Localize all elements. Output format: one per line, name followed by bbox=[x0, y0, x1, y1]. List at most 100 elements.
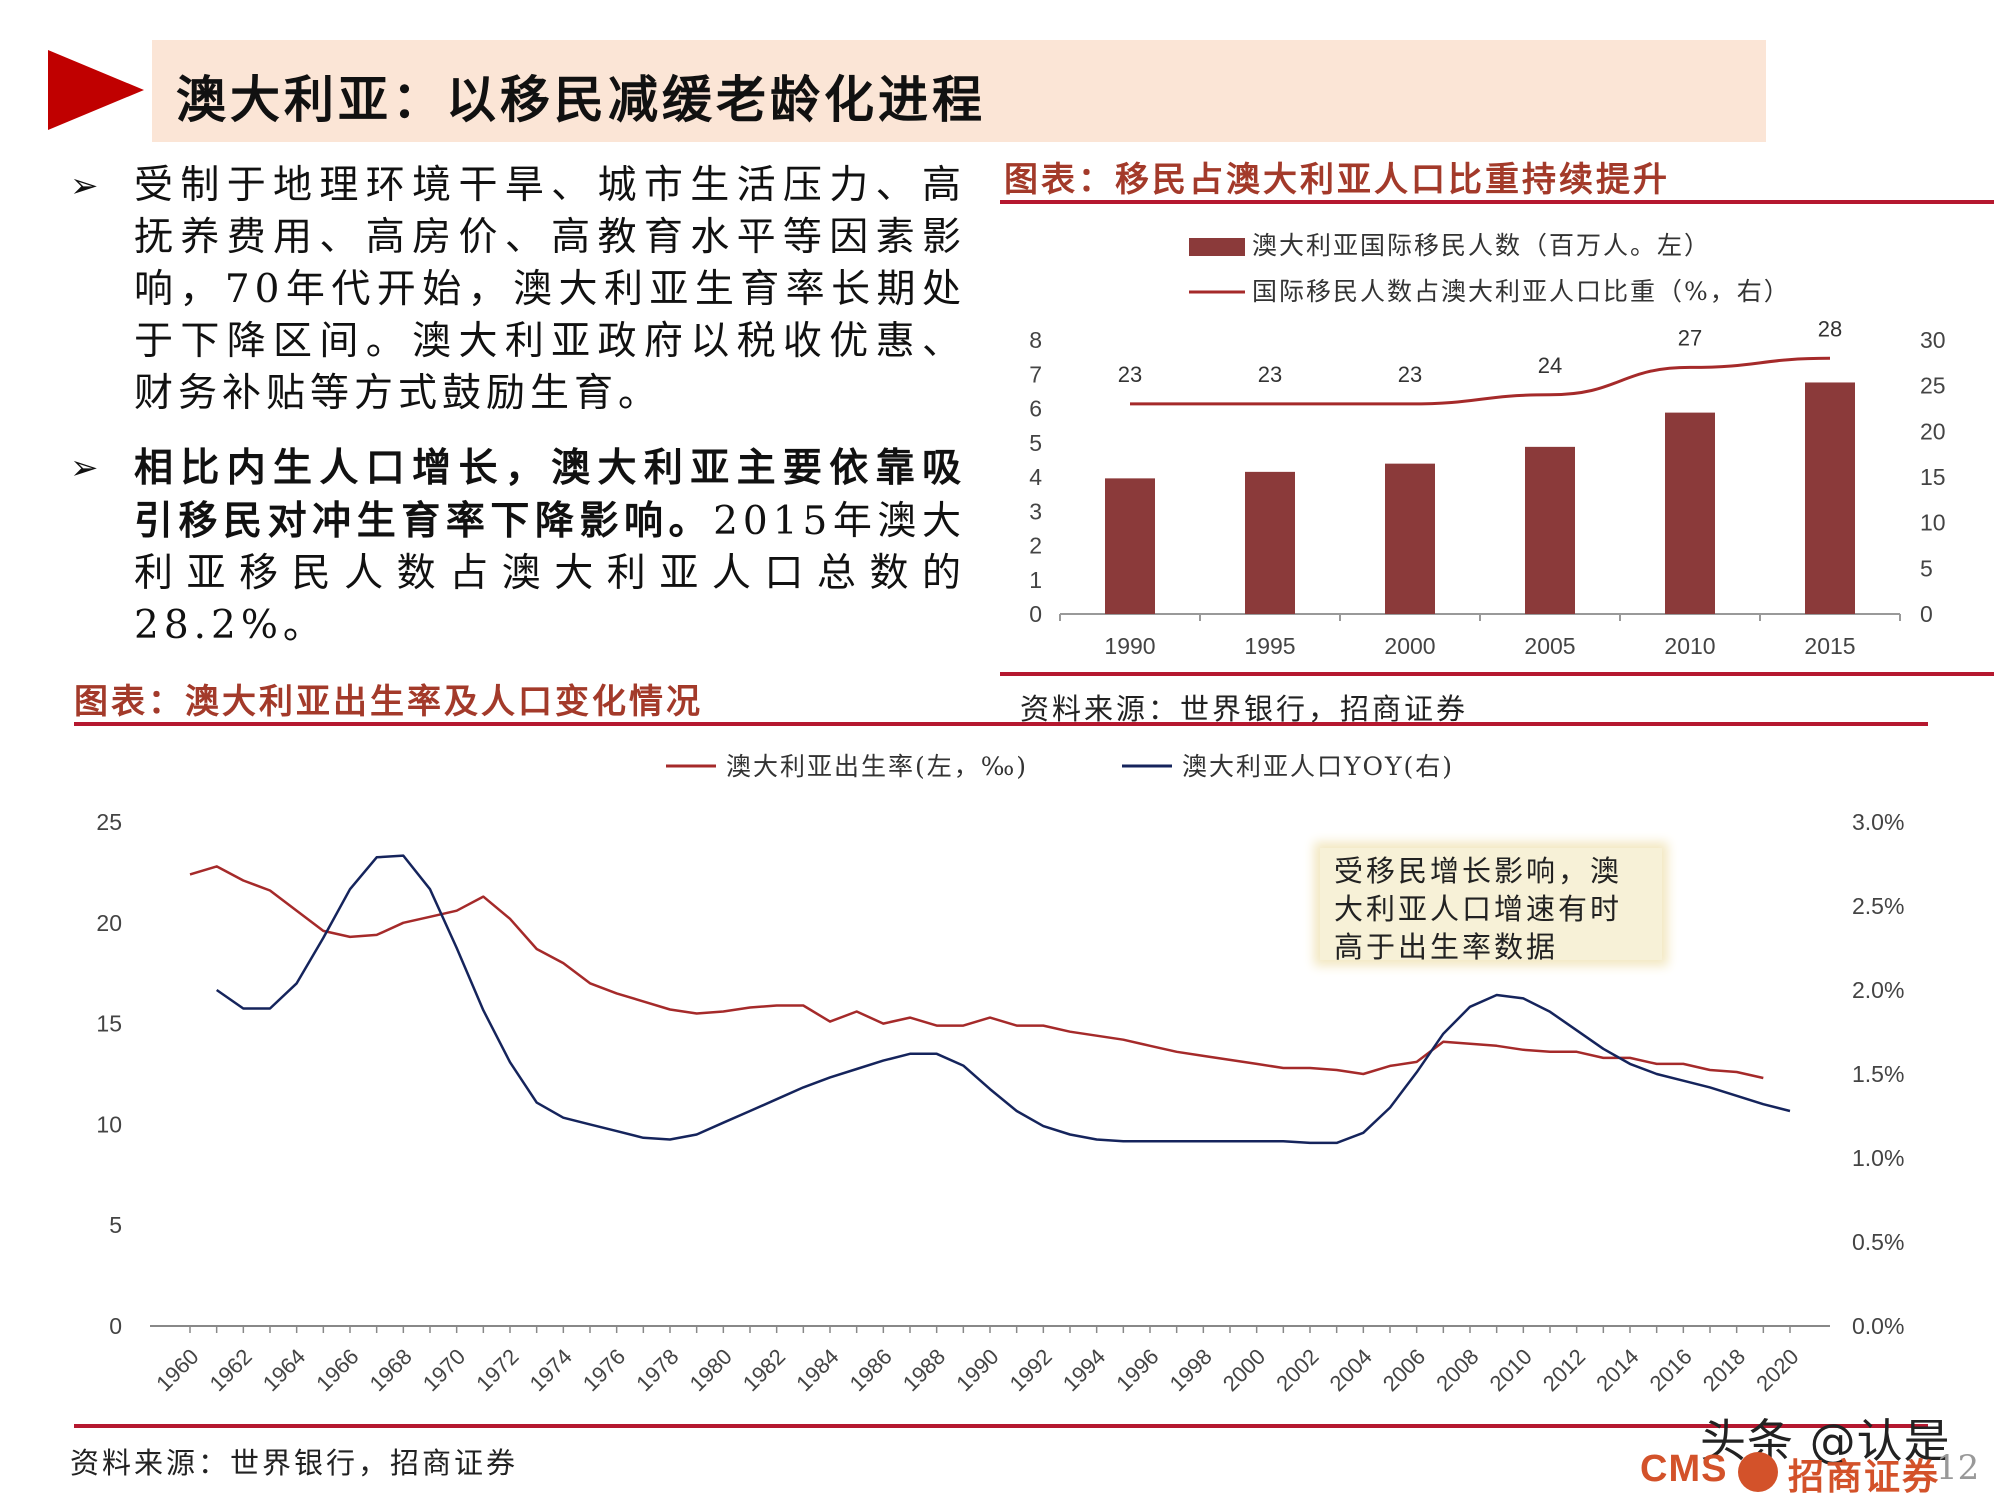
bar bbox=[1805, 382, 1855, 614]
x-tick-label: 1968 bbox=[365, 1344, 417, 1396]
x-tick-label: 2020 bbox=[1751, 1344, 1803, 1396]
x-tick-label: 1960 bbox=[151, 1344, 203, 1396]
chart2-bottom-rule bbox=[74, 1424, 1928, 1428]
x-tick-label: 2004 bbox=[1325, 1344, 1377, 1396]
x-tick-label: 1972 bbox=[471, 1344, 523, 1396]
data-label: 24 bbox=[1538, 353, 1562, 378]
x-tick-label: 1980 bbox=[685, 1344, 737, 1396]
y-left-tick-label: 7 bbox=[1029, 361, 1042, 387]
y-left-tick-label: 0 bbox=[1029, 601, 1042, 627]
x-tick-label: 2012 bbox=[1538, 1344, 1590, 1396]
legend-yoy-label: 澳大利亚人口YOY(右) bbox=[1182, 752, 1454, 781]
y-right-tick-label: 15 bbox=[1920, 464, 1946, 490]
chart1-heading: 图表：移民占澳大利亚人口比重持续提升 bbox=[1004, 160, 1670, 200]
chart-annotation: 受移民增长影响，澳大利亚人口增速有时高于出生率数据 bbox=[1320, 848, 1662, 964]
y-right-tick-label: 30 bbox=[1920, 327, 1946, 353]
bar bbox=[1105, 478, 1155, 614]
y-right-tick-label: 1.5% bbox=[1852, 1061, 1904, 1087]
data-label: 23 bbox=[1118, 362, 1142, 387]
bar bbox=[1665, 412, 1715, 614]
x-tick-label: 1974 bbox=[525, 1344, 577, 1396]
data-label: 28 bbox=[1818, 316, 1842, 341]
y-left-tick-label: 5 bbox=[1029, 430, 1042, 456]
y-right-tick-label: 1.0% bbox=[1852, 1145, 1904, 1171]
legend-bar-swatch bbox=[1189, 238, 1245, 256]
y-left-tick-label: 3 bbox=[1029, 498, 1042, 524]
y-left-tick-label: 6 bbox=[1029, 396, 1042, 422]
bullet-text: 受制于地理环境干旱、城市生活压力、高抚养费用、高房价、高教育水平等因素影响，70… bbox=[134, 163, 966, 416]
bullet-item: ➢ 相比内生人口增长，澳大利亚主要依靠吸引移民对冲生育率下降影响。2015年澳大… bbox=[66, 442, 966, 652]
cms-logo-text: CMS bbox=[1640, 1448, 1728, 1490]
y-right-tick-label: 5 bbox=[1920, 555, 1933, 581]
y-left-tick-label: 1 bbox=[1029, 567, 1042, 593]
x-tick-label: 2018 bbox=[1698, 1344, 1750, 1396]
x-tick-label: 1966 bbox=[311, 1344, 363, 1396]
bar bbox=[1525, 446, 1575, 614]
x-tick-label: 2010 bbox=[1485, 1344, 1537, 1396]
x-tick-label: 2005 bbox=[1524, 633, 1575, 659]
arrow-bullet-icon: ➢ bbox=[70, 166, 104, 206]
y-left-tick-label: 8 bbox=[1029, 327, 1042, 353]
data-label: 23 bbox=[1398, 362, 1422, 387]
y-left-tick-label: 15 bbox=[96, 1011, 122, 1037]
header-bar bbox=[152, 40, 1766, 142]
chart1-top-rule bbox=[1000, 200, 1994, 204]
immigration-chart: 澳大利亚国际移民人数（百万人。左） 国际移民人数占澳大利亚人口比重（%，右） 0… bbox=[1029, 231, 1946, 659]
y-right-tick-label: 2.5% bbox=[1852, 893, 1904, 919]
x-tick-label: 1976 bbox=[578, 1344, 630, 1396]
y-right-tick-label: 3.0% bbox=[1852, 809, 1904, 835]
x-tick-label: 1998 bbox=[1165, 1344, 1217, 1396]
x-tick-label: 1990 bbox=[951, 1344, 1003, 1396]
x-tick-label: 2016 bbox=[1645, 1344, 1697, 1396]
legend-bar-label: 澳大利亚国际移民人数（百万人。左） bbox=[1252, 231, 1711, 260]
y-left-tick-label: 4 bbox=[1029, 464, 1042, 490]
bullet-text: 2015年澳大利亚移民人数占澳大利亚人口总数的28.2%。 bbox=[134, 499, 966, 648]
x-tick-label: 2010 bbox=[1664, 633, 1715, 659]
y-right-tick-label: 25 bbox=[1920, 373, 1946, 399]
birth-rate-chart: 澳大利亚出生率(左，‰) 澳大利亚人口YOY(右) 1960 1962 1964 19… bbox=[96, 752, 1904, 1396]
bullet-item: ➢ 受制于地理环境干旱、城市生活压力、高抚养费用、高房价、高教育水平等因素影响，… bbox=[66, 160, 966, 420]
chart1-bottom-rule bbox=[1000, 672, 1994, 676]
x-tick-label: 1990 bbox=[1104, 633, 1155, 659]
chart2-heading: 图表：澳大利亚出生率及人口变化情况 bbox=[74, 682, 703, 722]
y-left-tick-label: 5 bbox=[109, 1212, 122, 1238]
bullet-list: ➢ 受制于地理环境干旱、城市生活压力、高抚养费用、高房价、高教育水平等因素影响，… bbox=[66, 160, 966, 652]
y-right-tick-label: 20 bbox=[1920, 418, 1946, 444]
x-tick-label: 1992 bbox=[1005, 1344, 1057, 1396]
x-tick-label: 2008 bbox=[1431, 1344, 1483, 1396]
x-tick-label: 1982 bbox=[738, 1344, 790, 1396]
x-tick-label: 1964 bbox=[258, 1344, 310, 1396]
x-tick-label: 1986 bbox=[845, 1344, 897, 1396]
chart2-source: 资料来源：世界银行，招商证券 bbox=[70, 1446, 519, 1480]
y-left-tick-label: 20 bbox=[96, 910, 122, 936]
bar bbox=[1385, 463, 1435, 614]
y-right-tick-label: 2.0% bbox=[1852, 977, 1904, 1003]
cms-logo-icon bbox=[1738, 1452, 1778, 1492]
x-tick-label: 2002 bbox=[1271, 1344, 1323, 1396]
x-tick-label: 2000 bbox=[1384, 633, 1435, 659]
x-tick-label: 1978 bbox=[631, 1344, 683, 1396]
x-tick-label: 1996 bbox=[1111, 1344, 1163, 1396]
x-tick-label: 1984 bbox=[791, 1344, 843, 1396]
page-title: 澳大利亚：以移民减缓老龄化进程 bbox=[176, 70, 986, 129]
x-tick-label: 2014 bbox=[1591, 1344, 1643, 1396]
legend-birth-label: 澳大利亚出生率(左，‰) bbox=[726, 752, 1028, 781]
y-left-tick-label: 25 bbox=[96, 809, 122, 835]
population-yoy-line bbox=[215, 854, 1791, 1145]
x-tick-label: 2006 bbox=[1378, 1344, 1430, 1396]
cms-logo-cn: 招商证券 bbox=[1788, 1456, 1941, 1498]
birth-rate-line bbox=[189, 865, 1764, 1080]
page-number: 12 bbox=[1936, 1448, 1980, 1488]
bullet-bold-text: 相比内生人口增长，澳大利亚主要依靠吸引移民对冲生育率下降影响。 bbox=[134, 445, 966, 544]
share-line bbox=[1130, 356, 1831, 406]
data-label: 23 bbox=[1258, 362, 1282, 387]
y-left-tick-label: 0 bbox=[109, 1313, 122, 1339]
x-tick-label: 1970 bbox=[418, 1344, 470, 1396]
legend-line-label: 国际移民人数占澳大利亚人口比重（%，右） bbox=[1252, 277, 1791, 306]
y-left-tick-label: 2 bbox=[1029, 533, 1042, 559]
y-left-tick-label: 10 bbox=[96, 1111, 122, 1137]
data-label: 27 bbox=[1678, 325, 1702, 350]
header-arrow-icon bbox=[48, 50, 144, 130]
chart2-top-rule bbox=[74, 722, 1928, 726]
x-tick-label: 2000 bbox=[1218, 1344, 1270, 1396]
